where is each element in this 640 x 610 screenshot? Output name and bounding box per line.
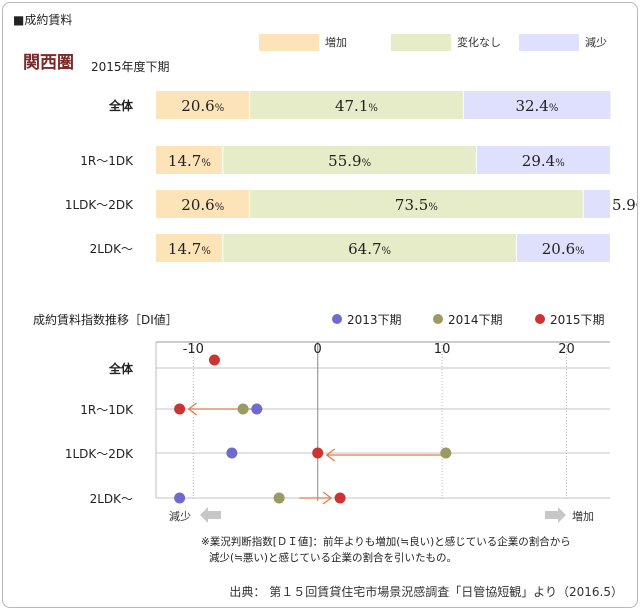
di-tick-label: 0 xyxy=(314,342,322,357)
bar-category-label: 1R～1DK xyxy=(80,154,134,168)
bar-segment xyxy=(222,234,517,262)
di-change-arrowhead xyxy=(187,402,197,416)
bar-segment xyxy=(222,146,477,174)
bar-value-label: 20.6% xyxy=(181,97,224,115)
di-category-label: 全体 xyxy=(108,361,134,376)
legend-label-increase: 増加 xyxy=(325,36,347,49)
di-data-point xyxy=(208,354,220,366)
di-data-point xyxy=(273,492,285,504)
di-legend-label: 2014下期 xyxy=(448,313,503,327)
bar-value-label: 55.9% xyxy=(328,152,371,170)
di-legend: 2013下期 2014下期 2015下期 xyxy=(332,313,605,327)
bar-value-label: 5.9% xyxy=(612,196,637,214)
di-tick-label: 10 xyxy=(434,342,451,357)
chart-canvas: ■成約賃料 関西圏 2015年度下期 増加 変化なし 減少 全体 20.6% 47.… xyxy=(13,12,637,599)
bar-value-label: 64.7% xyxy=(348,240,391,258)
bar-category-label: 2LDK～ xyxy=(90,242,133,256)
bar-segment xyxy=(463,91,611,119)
di-data-point xyxy=(251,403,263,415)
legend-label-nochange: 変化なし xyxy=(457,35,501,49)
right-arrow-icon xyxy=(545,507,566,523)
di-category-label: 2LDK～ xyxy=(90,492,133,506)
di-chart-title: 成約賃料指数推移［DI値］ xyxy=(33,312,178,327)
bar-value-label: 32.4% xyxy=(515,97,558,115)
bar-value-label: 20.6% xyxy=(181,196,224,214)
di-legend-marker xyxy=(433,314,443,324)
bar-segment xyxy=(476,146,610,174)
source-text: 出典： 第１５回賃貸住宅市場景況感調査「日管協短観」より（2016.5） xyxy=(229,584,623,599)
stacked-bar-chart: 全体 20.6% 47.1% 32.4% 1R～1DK 14.7% 55.9% 29.4% 1L… xyxy=(65,91,637,262)
bar-value-label: 73.5% xyxy=(395,196,438,214)
di-legend-marker xyxy=(332,314,342,324)
bar-segment xyxy=(249,190,584,218)
legend-label-decrease: 減少 xyxy=(585,35,607,49)
left-arrow-icon xyxy=(200,507,221,523)
bar-segment xyxy=(583,190,610,218)
bar-value-label: 14.7% xyxy=(168,240,211,258)
di-legend-label: 2013下期 xyxy=(347,313,402,327)
legend-swatch-decrease xyxy=(519,34,579,51)
bar-segment xyxy=(156,190,250,218)
di-data-point xyxy=(334,492,346,504)
decrease-direction-label: 減少 xyxy=(169,509,191,523)
di-scatter-chart: -10 0 10 20 全体 1R～1DK 1LDK～2DK 2LDK～ 減少 増加 xyxy=(65,341,610,523)
bar-segment xyxy=(156,234,223,262)
top-legend: 増加 変化なし 減少 xyxy=(259,34,607,51)
region-title: 関西圏 xyxy=(23,53,74,73)
bar-segment xyxy=(516,234,610,262)
legend-swatch-increase xyxy=(259,34,319,51)
bar-value-label: 47.1% xyxy=(335,97,378,115)
di-data-point xyxy=(440,447,452,459)
note-line-2: 減少(≒悪い)と感じている企業の割合を引いたもの。 xyxy=(209,551,457,564)
di-data-point xyxy=(174,403,186,415)
bar-category-label: 全体 xyxy=(108,98,134,113)
bar-segment xyxy=(156,146,223,174)
bar-segment xyxy=(249,91,464,119)
di-tick-label: 20 xyxy=(558,342,575,357)
page-title: ■成約賃料 xyxy=(13,12,72,27)
di-category-label: 1LDK～2DK xyxy=(65,447,134,461)
bar-segment xyxy=(156,91,250,119)
di-data-point xyxy=(312,447,324,459)
bar-value-label: 29.4% xyxy=(522,152,565,170)
bar-category-label: 1LDK～2DK xyxy=(65,198,134,212)
di-tick-label: -10 xyxy=(183,342,204,357)
bar-value-label: 14.7% xyxy=(168,152,211,170)
di-category-label: 1R～1DK xyxy=(80,403,134,417)
di-legend-label: 2015下期 xyxy=(550,313,605,327)
di-data-point xyxy=(174,492,186,504)
period-label: 2015年度下期 xyxy=(91,59,170,74)
bar-value-label: 20.6% xyxy=(542,240,585,258)
di-data-point xyxy=(226,447,238,459)
di-change-arrowhead xyxy=(325,448,336,462)
legend-swatch-nochange xyxy=(391,34,451,51)
di-change-arrowhead xyxy=(322,491,333,505)
note-line-1: ※業況判断指数[ＤＩ値]：前年よりも増加(≒良い)と感じている企業の割合から xyxy=(201,535,571,548)
di-legend-marker xyxy=(535,314,545,324)
increase-direction-label: 増加 xyxy=(572,510,594,523)
di-data-point xyxy=(237,403,249,415)
